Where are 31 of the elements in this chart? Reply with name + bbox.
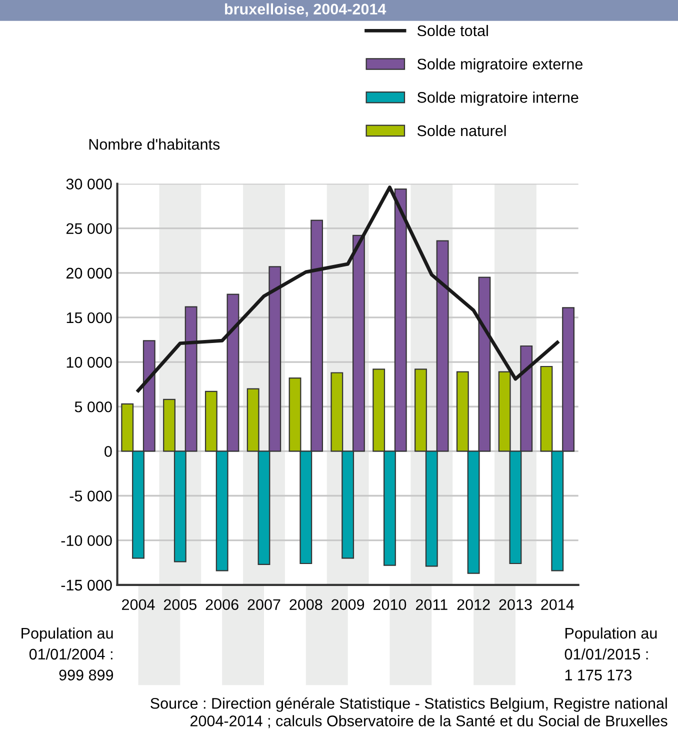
line-series — [136, 186, 560, 392]
x-tick-label: 2010 — [374, 599, 406, 610]
y-tick-label: 10 000 — [66, 356, 112, 368]
y-tick-label: 15 000 — [66, 312, 112, 324]
source-note: Source : Direction générale Statistique - Statistics Belgium, Registre national 2004-2014 ; calculs Observatoire de la Santé et du Social de Bruxelles — [150, 697, 668, 728]
text: Population au 01/01/2015 : 1 175 173 — [564, 627, 657, 680]
y-axis-title: Nombre d'habitants — [89, 138, 220, 150]
y-tick-label: 0 — [104, 446, 112, 457]
x-tick-label: 2012 — [457, 599, 490, 610]
y-tick-label: 25 000 — [66, 223, 112, 234]
legend-label: Solde migratoire externe — [417, 58, 582, 73]
x-tick-label: 2014 — [541, 599, 574, 610]
x-tick-label: 2009 — [332, 599, 364, 610]
y-tick-label: 5 000 — [74, 401, 112, 412]
y-tick-label: -5 000 — [70, 490, 112, 502]
y-tick-label: -10 000 — [61, 535, 112, 546]
x-tick-label: 2011 — [416, 599, 448, 610]
legend-label: Solde naturel — [417, 124, 506, 136]
x-tick-label: 2006 — [206, 599, 238, 610]
x-tick-label: 2004 — [122, 599, 155, 610]
y-tick-label: 30 000 — [66, 178, 112, 190]
legend-label: Solde total — [417, 24, 488, 36]
x-tick-label: 2005 — [164, 599, 197, 610]
legend-label: Solde migratoire interne — [417, 92, 578, 106]
x-tick-label: 2008 — [290, 599, 322, 610]
x-tick-label: 2013 — [499, 599, 532, 610]
x-tick-label: 2007 — [248, 599, 280, 610]
y-tick-label: -15 000 — [61, 580, 112, 591]
text: Population au 01/01/2004 : 999 899 — [22, 627, 114, 680]
y-tick-label: 20 000 — [66, 268, 112, 279]
chart-title: bruxelloise, 2004-2014 — [225, 3, 386, 17]
